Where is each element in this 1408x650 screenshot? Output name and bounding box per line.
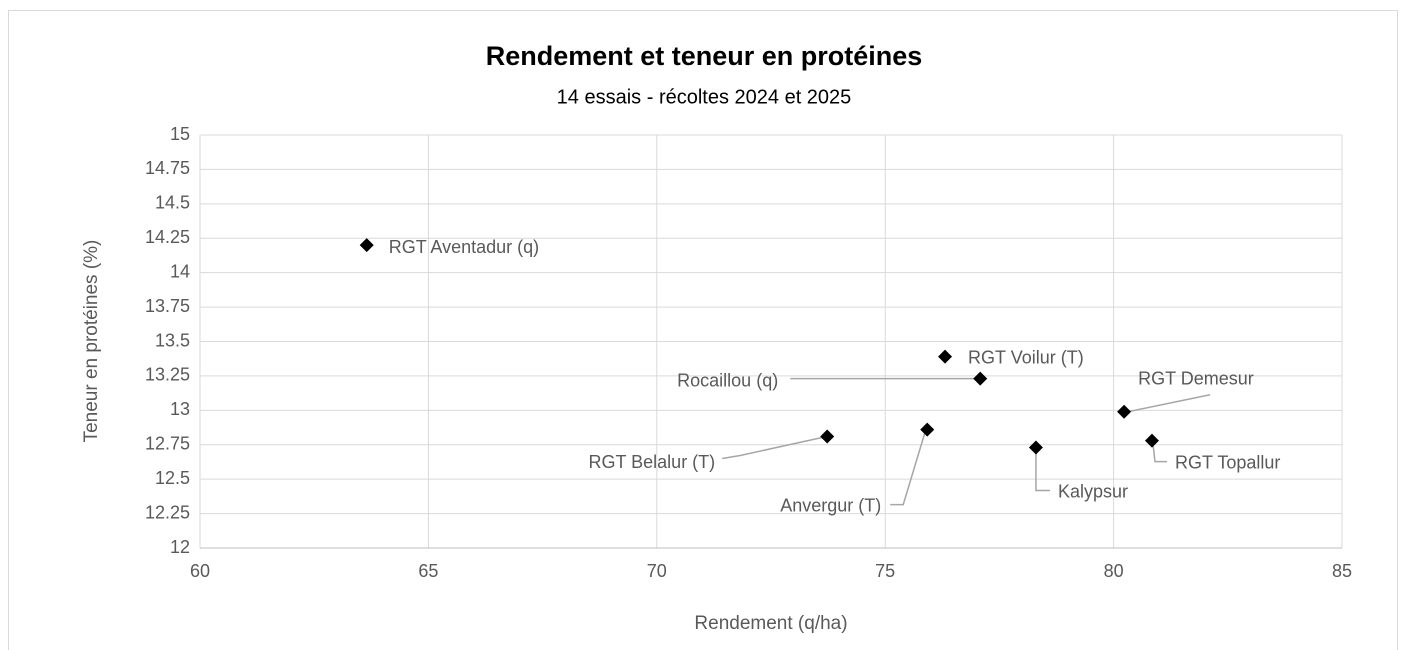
leader-line	[1152, 443, 1167, 463]
point	[1028, 440, 1043, 455]
x-tick-label: 60	[190, 561, 210, 581]
point-label: Anvergur (T)	[780, 495, 881, 515]
point	[1144, 433, 1159, 448]
y-tick-label: 13.75	[145, 296, 190, 316]
y-tick-label: 13	[170, 399, 190, 419]
x-tick-label: 80	[1104, 561, 1124, 581]
y-tick-label: 15	[170, 124, 190, 144]
y-axis-label: Teneur en protéines (%)	[81, 240, 102, 443]
point	[938, 349, 953, 364]
y-tick-label: 14.75	[145, 158, 190, 178]
chart-subtitle: 14 essais - récoltes 2024 et 2025	[557, 86, 852, 108]
point	[820, 429, 835, 444]
y-tick-label: 12.25	[145, 502, 190, 522]
x-tick-label: 85	[1332, 561, 1352, 581]
y-tick-label: 14.25	[145, 227, 190, 247]
point-label: RGT Demesur	[1138, 368, 1254, 388]
leader-line	[1035, 450, 1050, 492]
point	[359, 238, 374, 253]
y-tick-label: 13.5	[155, 330, 190, 350]
x-tick-label: 70	[647, 561, 667, 581]
chart-title: Rendement et teneur en protéines	[486, 41, 923, 71]
y-tick-label: 12	[170, 537, 190, 557]
leader-line	[722, 436, 823, 460]
point-label: RGT Aventadur (q)	[389, 237, 539, 257]
y-tick-label: 12.5	[155, 468, 190, 488]
x-tick-label: 65	[418, 561, 438, 581]
point	[973, 371, 988, 386]
x-axis-label: Rendement (q/ha)	[694, 613, 847, 634]
point-label: RGT Voilur (T)	[968, 347, 1084, 367]
y-tick-label: 12.75	[145, 434, 190, 454]
y-tick-label: 13.25	[145, 365, 190, 385]
point-label: Rocaillou (q)	[677, 370, 778, 390]
y-tick-label: 14	[170, 261, 190, 281]
chart-frame	[8, 10, 1398, 650]
point-label: RGT Topallur	[1175, 452, 1280, 472]
y-tick-label: 14.5	[155, 193, 190, 213]
x-tick-label: 75	[875, 561, 895, 581]
leader-line	[890, 431, 926, 506]
point-label: Kalypsur	[1058, 481, 1128, 501]
point	[1117, 404, 1132, 419]
point-label: RGT Belalur (T)	[588, 452, 715, 472]
point	[920, 422, 935, 437]
leader-line	[1127, 393, 1211, 413]
